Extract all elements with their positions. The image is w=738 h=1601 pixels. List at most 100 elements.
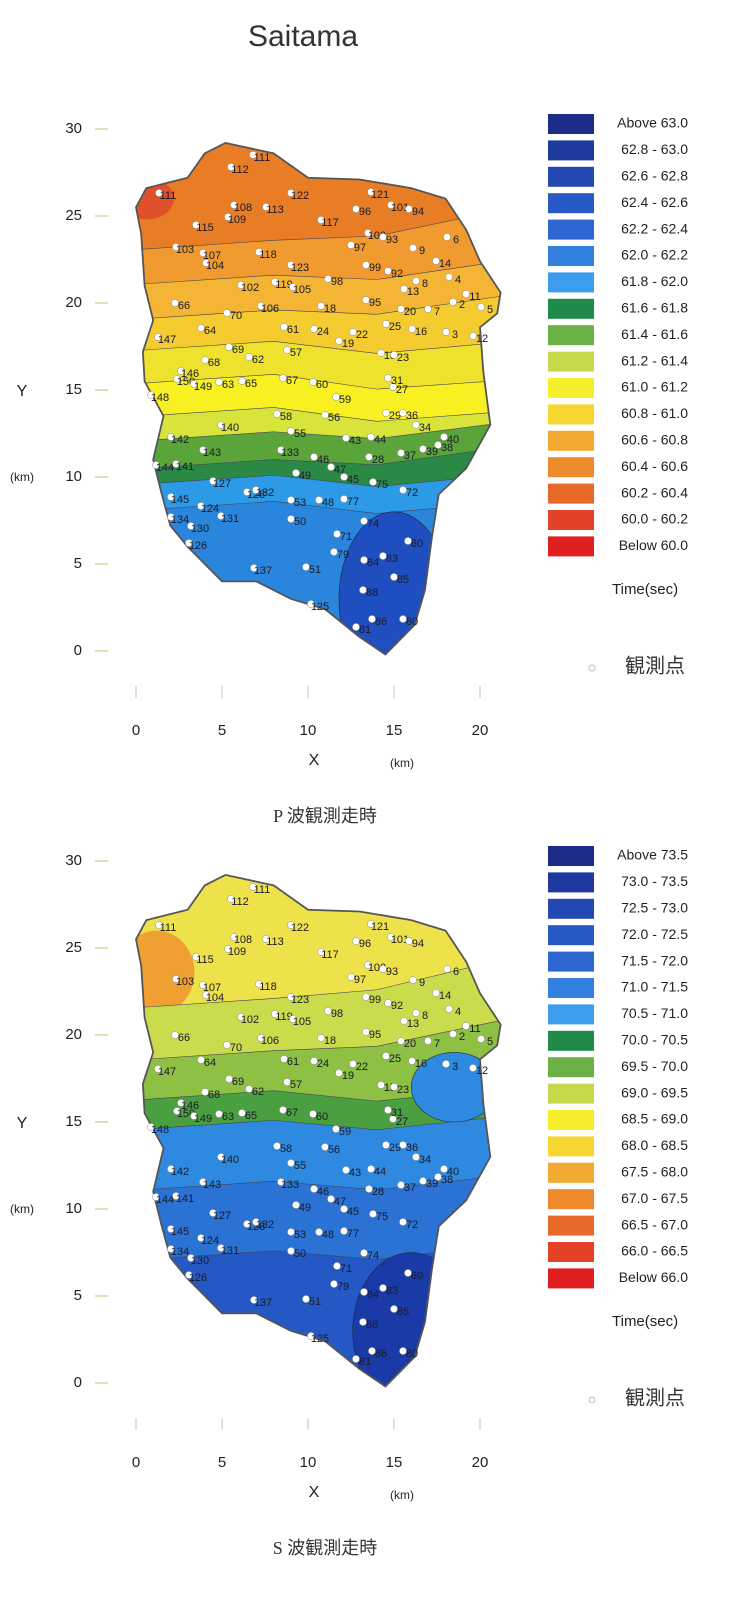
station-dot — [368, 615, 376, 623]
station-dot — [277, 446, 285, 454]
station-label: 88 — [366, 587, 378, 599]
station-label: 101 — [391, 934, 409, 946]
station-dot — [367, 188, 375, 196]
station-dot — [277, 1178, 285, 1186]
station-dot — [243, 488, 251, 496]
station-label: 53 — [294, 497, 306, 509]
station-label: 124 — [201, 503, 219, 515]
station-dot — [287, 261, 295, 269]
station-dot — [217, 512, 225, 520]
station-dot — [252, 1218, 260, 1226]
station-dot — [389, 383, 397, 391]
station-label: 111 — [160, 922, 177, 934]
station-label: 115 — [196, 222, 214, 234]
station-label: 66 — [178, 1032, 190, 1044]
y-tick-label: 30 — [65, 852, 82, 869]
x-tick-label: 5 — [218, 1454, 226, 1471]
x-tick-label: 15 — [386, 1454, 403, 1471]
station-dot — [367, 433, 375, 441]
station-dot — [255, 248, 263, 256]
station-label: 137 — [254, 1297, 272, 1309]
station-label: 80 — [406, 1348, 418, 1360]
station-label: 113 — [266, 204, 284, 216]
station-label: 34 — [419, 1154, 431, 1166]
station-dot — [287, 1228, 295, 1236]
station-label: 77 — [347, 1228, 359, 1240]
station-dot — [252, 486, 260, 494]
station-dot — [362, 261, 370, 269]
legend-label: 73.0 - 73.5 — [621, 873, 688, 889]
station-dot — [440, 1165, 448, 1173]
title: Saitama — [248, 20, 358, 53]
station-dot — [342, 434, 350, 442]
station-label: 34 — [419, 422, 431, 434]
station-label: 117 — [321, 217, 339, 229]
station-label: 146 — [181, 1100, 199, 1112]
station-dot — [147, 1123, 155, 1131]
station-label: 141 — [176, 1193, 194, 1205]
legend-label: 62.2 - 62.4 — [621, 220, 688, 236]
station-dot — [262, 935, 270, 943]
station-label: 79 — [337, 1281, 349, 1293]
station-label: 37 — [404, 450, 416, 462]
station-label: 140 — [221, 422, 239, 434]
station-label: 140 — [221, 1154, 239, 1166]
legend-label: 66.0 - 66.5 — [621, 1243, 688, 1259]
station-label: 61 — [287, 1056, 299, 1068]
legend-swatch — [548, 457, 594, 478]
legend-swatch — [548, 951, 594, 972]
station-dot — [443, 233, 451, 241]
station-dot — [412, 1009, 420, 1017]
station-dot — [307, 600, 315, 608]
station-label: 86 — [375, 616, 387, 628]
station-dot — [424, 1037, 432, 1045]
station-dot — [397, 305, 405, 313]
legend-unit: Time(sec) — [612, 1313, 678, 1330]
station-dot — [462, 290, 470, 298]
y-tick-label: 20 — [65, 1026, 82, 1043]
station-dot — [449, 1030, 457, 1038]
station-label: 108 — [234, 934, 252, 946]
station-dot — [404, 1269, 412, 1277]
station-dot — [412, 421, 420, 429]
station-dot — [340, 1227, 348, 1235]
station-dot — [283, 346, 291, 354]
station-label: 69 — [232, 1076, 244, 1088]
station-dot — [199, 446, 207, 454]
station-label: 48 — [322, 497, 334, 509]
station-dot — [332, 393, 340, 401]
station-label: 108 — [234, 202, 252, 214]
station-dot — [349, 1060, 357, 1068]
station-label: 72 — [406, 1219, 418, 1231]
y-tick-label: 25 — [65, 207, 82, 224]
station-label: 69 — [232, 344, 244, 356]
contour-fill — [136, 177, 174, 220]
station-dot — [223, 1041, 231, 1049]
station-dot — [330, 548, 338, 556]
station-label: 45 — [347, 474, 359, 486]
legend-swatch — [548, 219, 594, 240]
station-label: 50 — [294, 516, 306, 528]
legend-label: 61.0 - 61.2 — [621, 379, 688, 395]
station-label: 48 — [322, 1229, 334, 1241]
station-label: 27 — [396, 1116, 408, 1128]
station-dot — [147, 391, 155, 399]
station-dot — [185, 539, 193, 547]
station-label: 19 — [342, 338, 354, 350]
legend-swatch — [548, 1057, 594, 1078]
station-dot — [237, 1013, 245, 1021]
x-axis-label: X — [309, 752, 320, 769]
station-dot — [419, 1177, 427, 1185]
legend-swatch — [548, 166, 594, 187]
station-label: 117 — [321, 949, 339, 961]
station-dot — [477, 303, 485, 311]
station-dot — [390, 1083, 398, 1091]
station-label: 56 — [328, 1144, 340, 1156]
station-label: 149 — [194, 1113, 212, 1125]
station-label: 128 — [247, 1221, 265, 1233]
x-axis-unit: (km) — [390, 1488, 414, 1502]
station-dot — [201, 1088, 209, 1096]
station-label: 11 — [469, 1023, 480, 1035]
y-tick-label: 15 — [65, 1113, 82, 1130]
